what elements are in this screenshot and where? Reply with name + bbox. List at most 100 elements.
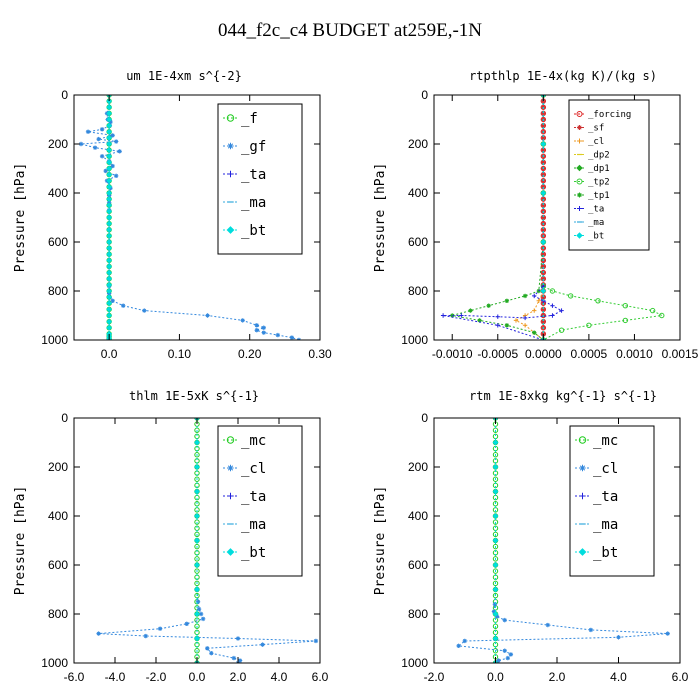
data-point [541,319,546,324]
legend-marker [227,492,234,500]
data-point [194,568,200,574]
x-tick-label: 0.0 [487,670,504,684]
data-point [113,139,119,144]
x-tick-label: 0.0015 [662,347,699,361]
data-point [541,98,546,104]
legend-marker [579,492,586,500]
legend-label: _bt [241,545,266,561]
data-point [106,147,113,154]
x-tick-label: 0.0 [189,670,206,684]
data-point [541,307,546,312]
data-point [106,257,113,264]
data-point [541,111,546,116]
legend-marker [226,548,235,556]
y-tick-label: 0 [421,88,428,102]
data-point [106,239,113,245]
data-point [106,196,113,203]
data-point [106,306,113,313]
data-point [240,318,245,323]
data-point [194,580,200,587]
data-point [205,646,210,651]
x-tick-label: 0.0000 [525,347,562,361]
data-point [492,476,499,482]
data-point [194,501,200,507]
data-point [106,183,113,190]
series-line-gf [80,95,300,340]
legend-marker [227,170,234,178]
plot-frame [73,94,321,341]
data-point [92,145,98,150]
data-point [622,303,629,309]
data-point [492,602,498,607]
y-tick-label: 800 [408,607,428,621]
data-point [106,153,113,160]
data-point [194,531,200,538]
y-tick-label: 600 [48,558,68,572]
data-point [110,133,115,138]
data-point [106,312,113,319]
legend-label: _bt [588,232,604,242]
data-point [541,172,546,177]
legend-label: _cl [593,461,618,477]
data-point [106,190,113,196]
data-point [113,173,119,179]
data-point [492,648,499,654]
y-tick-label: 800 [48,607,68,621]
x-tick-label: -6.0 [64,670,85,684]
x-tick-label: -4.0 [105,670,126,684]
data-point [541,135,546,141]
data-point [194,439,200,446]
series-group [440,95,665,340]
data-point [194,543,200,550]
y-tick-label: 600 [48,235,68,249]
x-tick-label: 2.0 [549,670,566,684]
data-point [106,165,113,172]
x-tick-label: -2.0 [146,670,167,684]
data-point [106,128,113,135]
panel-title: rtpthlp 1E-4x(kg K)/(kg s) [469,69,657,83]
data-point [106,122,113,129]
panel-um: um 1E-4xm s^{-2} Pressure [hPa] 0 200 400 600… [13,69,332,361]
data-point [194,586,200,593]
data-point [235,636,241,641]
data-point [194,592,200,599]
legend-label: _ma [593,517,618,533]
legend-marker [577,125,582,130]
data-point [200,616,206,622]
y-tick-label: 400 [408,509,428,523]
data-point [194,648,200,654]
legend-label: _bt [241,223,266,239]
data-point [194,427,200,433]
data-point [462,638,467,644]
data-point [495,323,500,328]
data-point [194,562,200,568]
y-tick-label: 1000 [401,656,428,670]
legend-label: _forcing [588,110,631,120]
x-tick-label: 0.10 [168,347,192,361]
data-point [106,220,113,227]
data-point [106,269,113,276]
legend-label: _mc [241,433,266,449]
data-point [121,303,126,308]
data-point [198,611,204,617]
legend-label: _cl [588,137,604,147]
data-point [106,171,113,178]
x-tick-label: 0.0010 [616,347,653,361]
y-tick-label: 0 [61,411,68,425]
x-tick-label: 0.20 [238,347,262,361]
x-tick-label: 0.30 [308,347,332,361]
legend-label: _mc [593,433,618,449]
data-point [492,556,499,562]
x-tick-label: 4.0 [271,670,288,684]
data-point [106,208,113,215]
panel-title: rtm 1E-8xkg kg^{-1} s^{-1} [469,389,657,403]
data-point [541,215,546,220]
legend-box [568,99,650,251]
y-tick-label: 0 [61,88,68,102]
x-tick-label: 2.0 [230,670,247,684]
y-tick-label: 400 [48,509,68,523]
data-point [106,159,113,166]
x-tick-label: 4.0 [610,670,627,684]
data-point [541,184,546,190]
